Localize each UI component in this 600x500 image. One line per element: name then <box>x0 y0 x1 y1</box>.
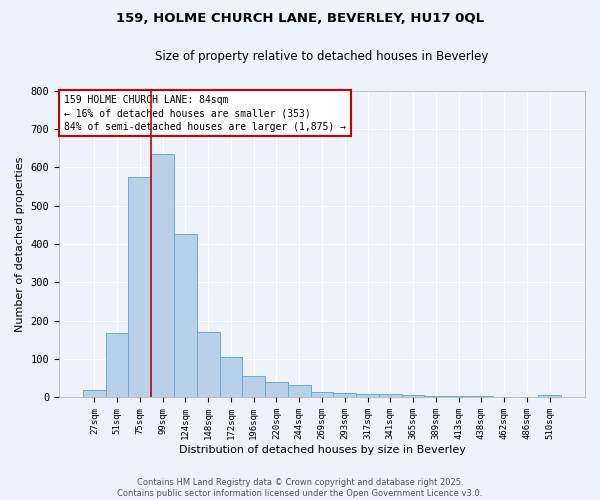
Bar <box>334 393 356 398</box>
Bar <box>379 394 402 398</box>
Bar <box>242 376 265 398</box>
Bar <box>402 395 424 398</box>
Text: 159 HOLME CHURCH LANE: 84sqm
← 16% of detached houses are smaller (353)
84% of s: 159 HOLME CHURCH LANE: 84sqm ← 16% of de… <box>64 95 346 132</box>
Bar <box>447 396 470 398</box>
Title: Size of property relative to detached houses in Beverley: Size of property relative to detached ho… <box>155 50 489 63</box>
Bar <box>128 177 151 398</box>
X-axis label: Distribution of detached houses by size in Beverley: Distribution of detached houses by size … <box>179 445 466 455</box>
Bar <box>538 395 561 398</box>
Bar <box>106 333 128 398</box>
Bar <box>493 396 515 398</box>
Text: Contains HM Land Registry data © Crown copyright and database right 2025.
Contai: Contains HM Land Registry data © Crown c… <box>118 478 482 498</box>
Bar <box>356 394 379 398</box>
Bar <box>83 390 106 398</box>
Bar <box>174 234 197 398</box>
Bar <box>311 392 334 398</box>
Bar <box>470 396 493 398</box>
Bar <box>515 396 538 398</box>
Y-axis label: Number of detached properties: Number of detached properties <box>15 156 25 332</box>
Bar <box>288 385 311 398</box>
Bar <box>265 382 288 398</box>
Bar <box>424 396 447 398</box>
Bar <box>220 357 242 398</box>
Bar <box>197 332 220 398</box>
Bar <box>151 154 174 398</box>
Text: 159, HOLME CHURCH LANE, BEVERLEY, HU17 0QL: 159, HOLME CHURCH LANE, BEVERLEY, HU17 0… <box>116 12 484 26</box>
